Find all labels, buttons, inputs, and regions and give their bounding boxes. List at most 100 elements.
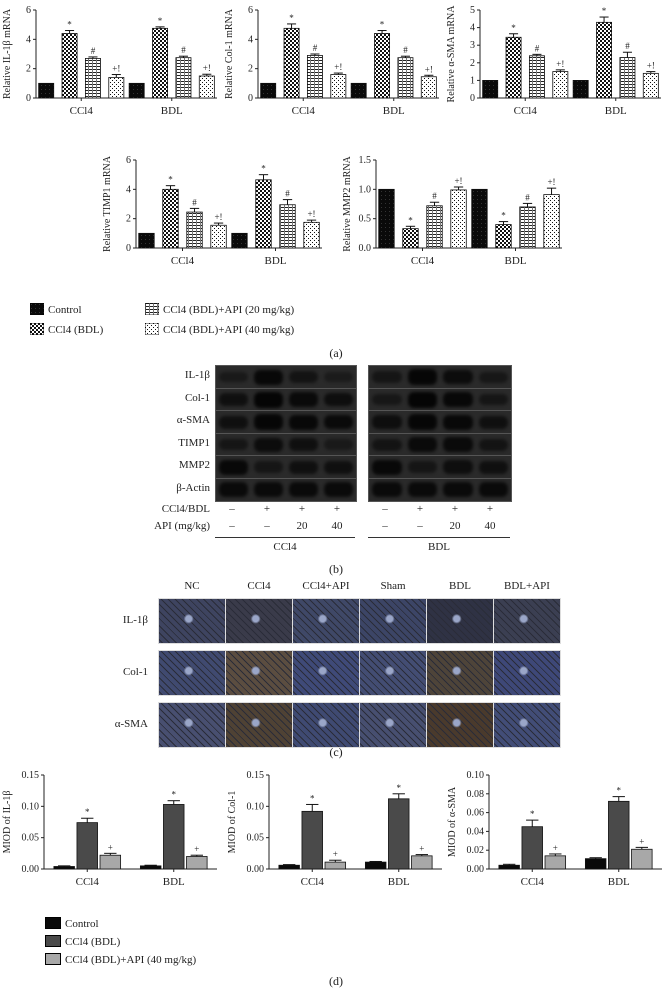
significance-mark: # — [535, 43, 540, 53]
y-axis-label: Relative MMP2 mRNA — [342, 155, 353, 251]
y-tick-label: 1 — [470, 75, 475, 86]
swatch-dots-icon — [144, 322, 160, 336]
blot-condition-label: API (mg/kg) — [154, 520, 210, 532]
blot-condition-value: – — [264, 520, 270, 532]
blot-condition-value: + — [298, 503, 306, 515]
significance-mark: * — [310, 793, 315, 803]
histology-image — [158, 702, 226, 748]
significance-mark: + — [333, 849, 338, 859]
significance-mark: * — [397, 783, 402, 793]
blot-condition-value: + — [263, 503, 271, 515]
histology-row-label: α-SMA — [114, 718, 148, 730]
blot-label: β-Actin — [176, 481, 210, 494]
bar — [426, 205, 443, 249]
y-tick-label: 0.04 — [467, 826, 485, 837]
blot-condition-value: + — [416, 503, 424, 515]
blot-condition-value: + — [333, 503, 341, 515]
chart-miod-il1b: MIOD of IL-1β 0.00 0.05 0.10 0.15 * + CCl4 * + BDL — [2, 770, 217, 888]
y-tick-label: 0 — [248, 93, 253, 104]
y-axis-label: Relative TIMP1 mRNA — [102, 155, 113, 252]
y-axis-label: MIOD of IL-1β — [2, 791, 13, 854]
x-category-label: CCl4 — [301, 876, 325, 888]
significance-mark: # — [285, 189, 290, 199]
bar — [584, 858, 607, 870]
bar — [198, 75, 215, 99]
histology-image — [493, 650, 561, 696]
swatch-checker-icon — [29, 322, 45, 336]
x-category-label: BDL — [605, 105, 627, 117]
y-tick-label: 4 — [248, 34, 253, 45]
histology-image — [359, 598, 427, 644]
y-tick-label: 0.00 — [22, 864, 40, 875]
bar — [498, 864, 520, 870]
bar — [108, 77, 125, 99]
bar — [99, 854, 122, 870]
blot-strip — [368, 455, 512, 479]
bar — [388, 798, 410, 870]
y-tick-label: 0.00 — [247, 864, 265, 875]
bar — [608, 800, 630, 870]
histology-image — [426, 702, 494, 748]
chart-mmp2-mrna: Relative MMP2 mRNA 0.0 0.5 1.0 1.5 * # +! CCl4 * #… — [342, 155, 562, 267]
blot-strip — [215, 477, 357, 502]
histology-image — [158, 650, 226, 696]
significance-mark: + — [108, 842, 113, 852]
blot-strip — [215, 387, 357, 412]
histology-image — [292, 650, 360, 696]
y-tick-label: 6 — [248, 5, 253, 16]
significance-mark: + — [194, 844, 199, 854]
significance-mark: # — [403, 45, 408, 55]
blot-condition-value: – — [382, 503, 388, 515]
x-category-label: CCl4 — [70, 105, 94, 117]
bar — [402, 228, 419, 249]
y-tick-label: 0.15 — [247, 770, 265, 781]
significance-mark: + — [553, 843, 558, 853]
significance-mark: * — [67, 20, 72, 30]
bar — [162, 188, 179, 249]
swatch-hstripes-icon — [144, 302, 160, 316]
bar — [278, 864, 300, 870]
bar — [231, 232, 248, 249]
significance-mark: * — [530, 809, 535, 819]
western-blot: IL-1β Col-1 α-SMA TIMP1 MMP2 β-Actin CCl4/BDL –… — [154, 365, 512, 553]
bar — [364, 861, 387, 870]
blot-strip — [215, 365, 357, 389]
significance-mark: * — [501, 211, 506, 221]
bar — [521, 826, 543, 870]
significance-mark: * — [158, 16, 163, 26]
histology-image — [225, 650, 293, 696]
bar — [38, 82, 55, 99]
bar — [528, 55, 545, 99]
legend-a-item-control: Control — [29, 300, 82, 318]
histology-column-label: CCl4+API — [302, 580, 350, 592]
blot-condition-value: – — [382, 520, 388, 532]
y-tick-label: 0.05 — [22, 833, 40, 844]
bar — [350, 82, 367, 99]
bar — [84, 58, 101, 99]
legend-a-item-api20: CCl4 (BDL)+API (20 mg/kg) — [144, 300, 294, 318]
significance-mark: +! — [214, 212, 222, 222]
bar — [482, 80, 499, 99]
y-tick-label: 4 — [470, 23, 475, 34]
bar — [642, 72, 659, 99]
blot-strip — [368, 387, 512, 412]
histology-image — [493, 598, 561, 644]
significance-mark: * — [511, 23, 516, 33]
bar — [76, 822, 98, 870]
blot-condition-value: – — [417, 520, 423, 532]
histology-column-label: BDL — [449, 580, 471, 592]
y-tick-label: 2 — [26, 64, 31, 75]
blot-condition-value: + — [486, 503, 494, 515]
significance-mark: * — [289, 13, 294, 23]
significance-mark: +! — [454, 176, 462, 186]
blot-condition-value: 20 — [296, 520, 308, 532]
y-tick-label: 0.15 — [22, 770, 40, 781]
chart-asma-mrna: Relative α-SMA mRNA 0 1 2 3 4 5 * # +! CCl4 * # +! BDL — [446, 5, 661, 117]
blot-label: MMP2 — [178, 459, 210, 471]
x-category-label: BDL — [161, 105, 183, 117]
chart-col1-mrna: Relative Col-1 mRNA 0 2 4 6 * # +! CCl4 * # +! BDL — [224, 5, 439, 117]
bar — [61, 33, 78, 99]
significance-mark: # — [192, 197, 197, 207]
histology-image — [225, 702, 293, 748]
blot-strip — [215, 455, 357, 479]
